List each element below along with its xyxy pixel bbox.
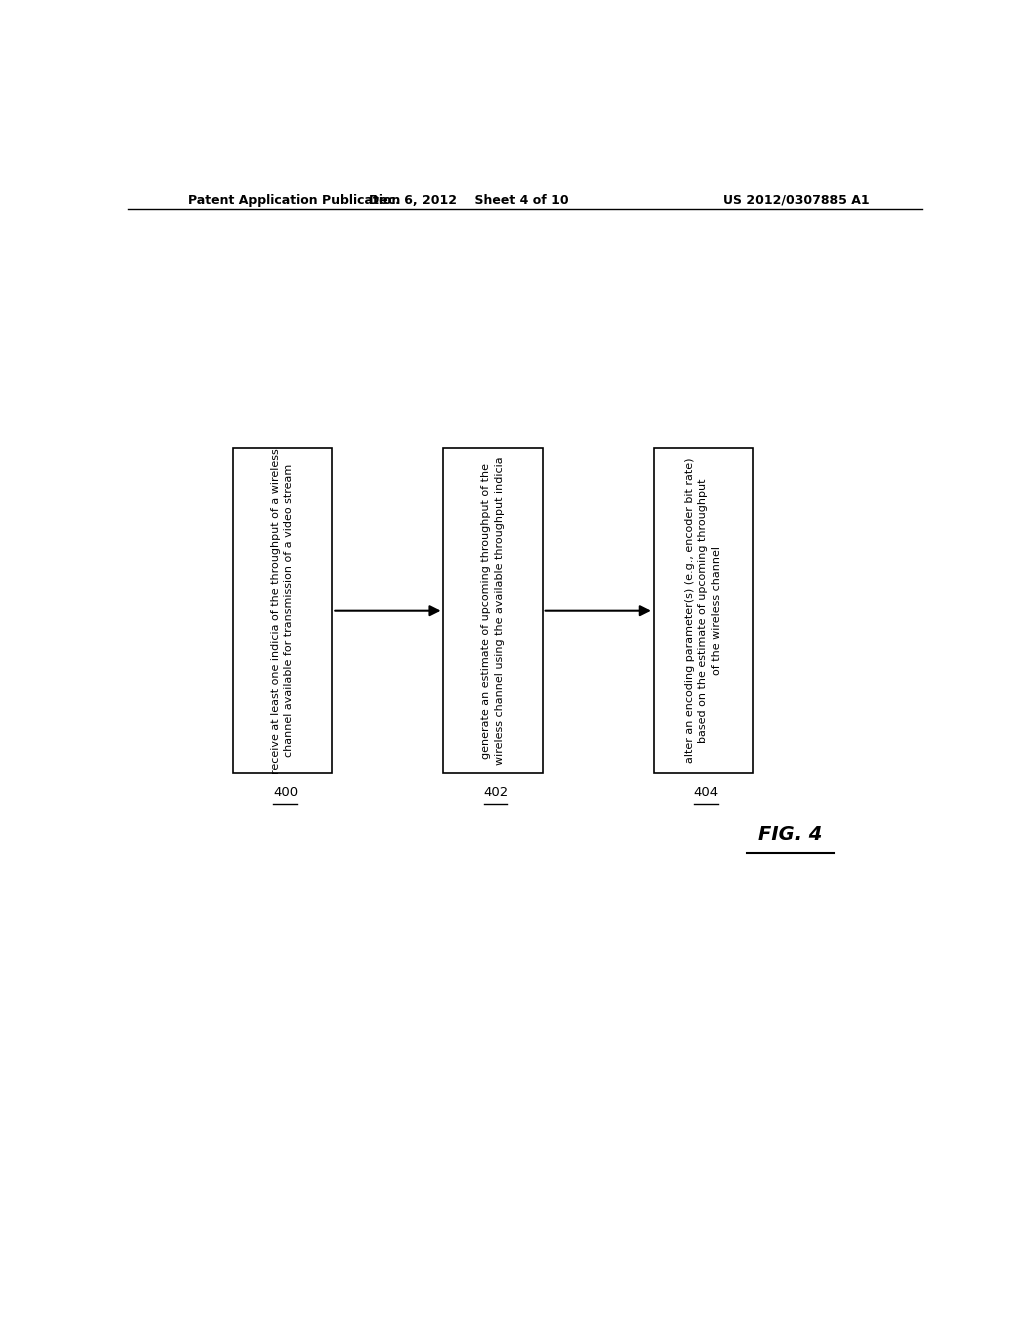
Text: 400: 400 [273,785,298,799]
Text: alter an encoding parameter(s) (e.g., encoder bit rate)
based on the estimate of: alter an encoding parameter(s) (e.g., en… [685,458,722,763]
Text: Patent Application Publication: Patent Application Publication [187,194,400,207]
Bar [653,447,753,774]
Text: Dec. 6, 2012    Sheet 4 of 10: Dec. 6, 2012 Sheet 4 of 10 [370,194,569,207]
Text: generate an estimate of upcoming throughput of the
wireless channel using the av: generate an estimate of upcoming through… [481,457,505,766]
Text: US 2012/0307885 A1: US 2012/0307885 A1 [723,194,870,207]
Text: 404: 404 [694,785,719,799]
Bar [233,447,333,774]
Text: receive at least one indicia of the throughput of a wireless
channel available f: receive at least one indicia of the thro… [271,447,294,774]
Bar [443,447,543,774]
Text: 402: 402 [483,785,509,799]
Text: FIG. 4: FIG. 4 [759,825,823,843]
